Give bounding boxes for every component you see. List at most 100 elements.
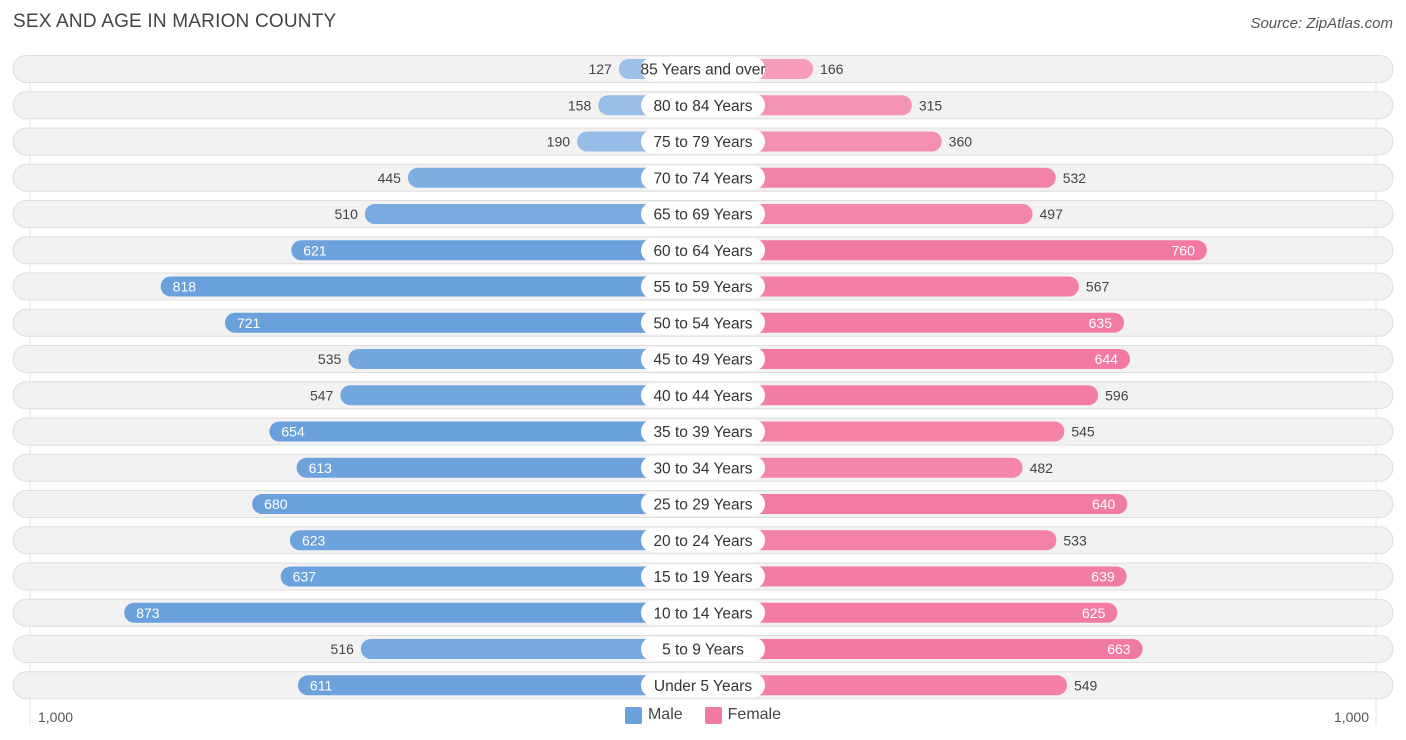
- category-label-pill: [641, 129, 765, 154]
- category-label: 70 to 74 Years: [653, 170, 752, 187]
- female-bar: [703, 240, 1207, 261]
- category-label: 50 to 54 Years: [653, 315, 752, 332]
- male-value-label: 654: [281, 424, 305, 440]
- legend-label-male: Male: [647, 706, 683, 723]
- category-label-pill: [641, 57, 765, 81]
- male-value-label: 611: [310, 677, 333, 693]
- female-value-label: 640: [1092, 496, 1116, 512]
- female-value-label: 635: [1089, 315, 1113, 331]
- legend: Male Female: [0, 706, 1406, 724]
- male-value-label: 818: [173, 279, 197, 295]
- category-label-pill: [641, 419, 765, 444]
- female-bar: [703, 494, 1128, 514]
- female-value-label: 545: [1071, 424, 1095, 440]
- legend-swatch-male: [624, 706, 642, 724]
- category-label-pill: [641, 600, 765, 625]
- male-bar: [340, 385, 703, 406]
- category-label: 65 to 69 Years: [653, 207, 752, 224]
- male-value-label: 873: [136, 605, 160, 621]
- category-label-pill: [641, 673, 765, 698]
- category-label-pill: [641, 93, 765, 118]
- female-bar: [703, 276, 1079, 297]
- female-bar: [703, 385, 1099, 406]
- female-value-label: 532: [1063, 170, 1087, 186]
- category-label-pill: [641, 492, 765, 516]
- female-bar: [703, 566, 1127, 587]
- category-label-pill: [641, 528, 765, 553]
- female-bar: [703, 530, 1057, 551]
- male-value-label: 510: [335, 206, 359, 222]
- female-value-label: 497: [1040, 206, 1064, 222]
- category-label: 60 to 64 Years: [653, 243, 752, 260]
- category-label: 25 to 29 Years: [653, 497, 752, 514]
- category-label-pill: [641, 165, 765, 190]
- category-label: 40 to 44 Years: [653, 388, 752, 405]
- female-value-label: 644: [1095, 351, 1119, 367]
- female-bar: [703, 639, 1143, 659]
- chart-source: Source: ZipAtlas.com: [1250, 15, 1393, 32]
- male-bar: [269, 421, 703, 442]
- category-label: 35 to 39 Years: [653, 424, 752, 441]
- male-bar: [160, 276, 703, 297]
- male-bar: [364, 204, 703, 224]
- male-value-label: 516: [331, 641, 355, 657]
- female-value-label: 625: [1082, 605, 1106, 621]
- female-value-label: 360: [949, 134, 973, 150]
- female-value-label: 482: [1030, 460, 1054, 476]
- category-label-pill: [641, 637, 765, 661]
- legend-item-female[interactable]: Female: [704, 706, 782, 724]
- category-label: Under 5 Years: [654, 678, 752, 695]
- female-value-label: 760: [1172, 242, 1196, 258]
- legend-swatch-female: [704, 706, 722, 724]
- category-label: 5 to 9 Years: [662, 642, 744, 659]
- male-bar: [280, 566, 703, 587]
- male-value-label: 190: [547, 134, 571, 150]
- category-label-pill: [641, 238, 765, 263]
- male-value-label: 680: [264, 496, 288, 512]
- category-label-pill: [641, 202, 765, 226]
- category-label: 20 to 24 Years: [653, 533, 752, 550]
- female-value-label: 639: [1091, 569, 1115, 585]
- male-bar: [296, 457, 703, 478]
- axis-left-label: 1,000: [38, 709, 74, 725]
- male-value-label: 127: [588, 61, 612, 77]
- chart-title: SEX AND AGE IN MARION COUNTY: [13, 11, 337, 32]
- female-bar: [703, 167, 1056, 188]
- male-value-label: 445: [378, 170, 402, 186]
- female-value-label: 166: [820, 61, 844, 77]
- female-value-label: 596: [1105, 387, 1129, 403]
- male-value-label: 623: [302, 532, 326, 548]
- male-bar: [407, 167, 703, 188]
- category-label: 80 to 84 Years: [653, 98, 752, 115]
- female-value-label: 533: [1063, 532, 1087, 548]
- male-bar: [124, 602, 704, 623]
- male-value-label: 613: [309, 460, 333, 476]
- male-value-label: 535: [318, 351, 342, 367]
- category-label-pill: [641, 310, 765, 335]
- category-label-pill: [641, 274, 765, 299]
- axis-right-label: 1,000: [1333, 709, 1369, 725]
- legend-label-female: Female: [727, 706, 782, 723]
- male-value-label: 637: [293, 569, 317, 585]
- female-bar: [703, 602, 1118, 623]
- female-bar: [703, 349, 1130, 369]
- male-bar: [360, 639, 703, 659]
- female-bar: [703, 204, 1033, 224]
- category-label-pill: [641, 455, 765, 480]
- female-bar: [703, 312, 1125, 333]
- category-label-pill: [641, 347, 765, 371]
- female-value-label: 567: [1086, 279, 1110, 295]
- legend-item-male[interactable]: Male: [624, 706, 683, 724]
- category-label: 45 to 49 Years: [653, 352, 752, 369]
- male-value-label: 547: [310, 387, 334, 403]
- category-label: 30 to 34 Years: [653, 460, 752, 477]
- category-label: 85 Years and over: [641, 62, 766, 79]
- male-value-label: 158: [568, 97, 592, 113]
- male-value-label: 621: [303, 242, 327, 258]
- male-bar: [224, 312, 704, 333]
- female-bar: [703, 457, 1023, 478]
- male-bar: [297, 675, 703, 696]
- female-bar: [703, 421, 1065, 442]
- male-bar: [291, 240, 703, 261]
